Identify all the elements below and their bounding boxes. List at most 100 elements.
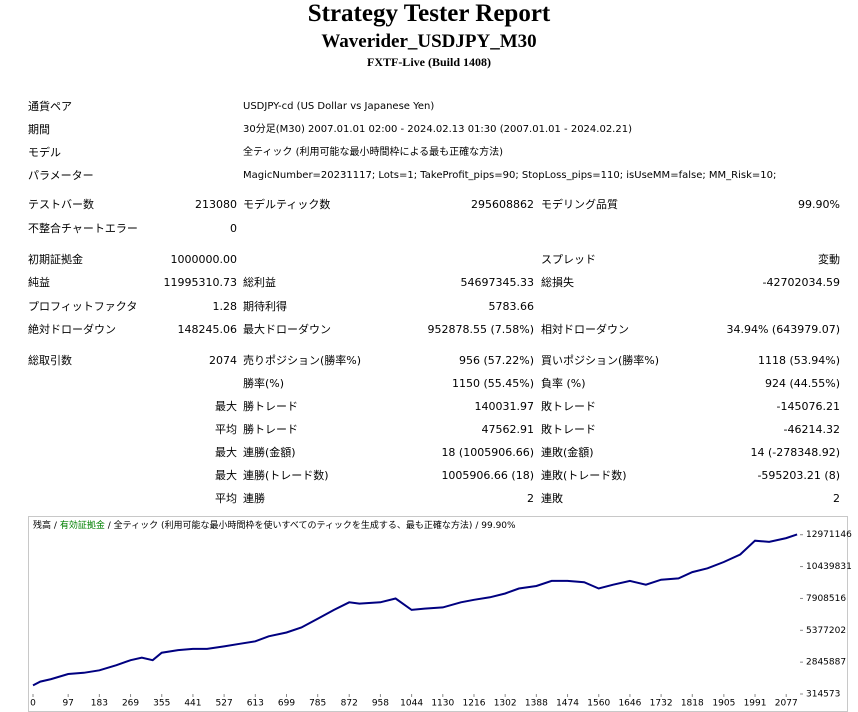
y-tick-label: 2845887 [806, 658, 846, 668]
stat-label: 初期証拠金 [28, 253, 83, 266]
stat-value: 平均 [215, 492, 237, 505]
x-tick-label: 1216 [463, 699, 486, 709]
x-tick-label: 269 [122, 699, 139, 709]
stat-value: 213080 [195, 198, 237, 211]
stat-value: -145076.21 [776, 400, 840, 413]
legend-quality: 99.90% [481, 521, 516, 531]
stat-label: 勝率(%) [243, 377, 285, 390]
stat-label: 勝トレード [243, 423, 298, 436]
stat-label: 不整合チャートエラー [28, 222, 138, 235]
stat-value: 11995310.73 [163, 276, 237, 289]
stat-label: 連勝 [243, 492, 265, 505]
legend-model: 全ティック (利用可能な最小時間枠を使いすべてのティックを生成する、最も正確な方… [114, 519, 473, 531]
x-tick-label: 1560 [587, 699, 610, 709]
stat-value: 平均 [215, 423, 237, 436]
report-title: Strategy Tester Report [307, 0, 551, 27]
stat-value: 最大 [215, 400, 237, 413]
legend-equity: 有効証拠金 [60, 519, 105, 531]
x-tick-label: 1130 [431, 699, 454, 709]
stat-label: テストバー数 [28, 198, 94, 211]
stat-value: 1000000.00 [170, 253, 237, 266]
x-tick-label: 1302 [494, 699, 517, 709]
stat-label: 総取引数 [28, 354, 72, 367]
stat-value: 1005906.66 (18) [441, 469, 534, 482]
stat-label: 相対ドローダウン [541, 323, 629, 336]
stat-value: 34.94% (643979.07) [726, 323, 840, 336]
stat-value: 2 [833, 492, 840, 505]
stat-value: -595203.21 (8) [757, 469, 840, 482]
balance-line [32, 533, 798, 687]
legend-balance: 残高 [33, 519, 51, 531]
x-tick-label: 1905 [712, 699, 735, 709]
stat-label: プロフィットファクタ [28, 300, 138, 313]
x-tick-label: 958 [372, 699, 389, 709]
stat-value: 14 (-278348.92) [750, 446, 840, 459]
x-tick-label: 613 [247, 699, 264, 709]
legend-separator: / [475, 521, 479, 531]
stat-label: 連敗(トレード数) [541, 469, 627, 482]
info-value: MagicNumber=20231117; Lots=1; TakeProfit… [243, 170, 777, 181]
stat-value: 最大 [215, 446, 237, 459]
stat-label: モデルティック数 [243, 198, 331, 211]
stat-label: 総損失 [541, 276, 574, 289]
info-value: USDJPY-cd (US Dollar vs Japanese Yen) [243, 101, 435, 112]
stat-label: 期待利得 [243, 300, 287, 313]
stat-value: 18 (1005906.66) [441, 446, 534, 459]
x-tick-label: 785 [309, 699, 326, 709]
info-label: 通貨ペア [28, 100, 72, 113]
stat-value: 952878.55 (7.58%) [427, 323, 534, 336]
stat-label: 敗トレード [541, 423, 596, 436]
stat-label: 敗トレード [541, 400, 596, 413]
x-tick-label: 1818 [681, 699, 704, 709]
stat-label: 買いポジション(勝率%) [541, 354, 660, 367]
x-tick-label: 1388 [525, 699, 548, 709]
stat-label: 連敗(金額) [541, 446, 594, 459]
y-tick-label: 12971146 [806, 530, 852, 540]
stat-value: 140031.97 [474, 400, 535, 413]
stat-label: 絶対ドローダウン [28, 323, 116, 336]
stat-value: -46214.32 [783, 423, 840, 436]
x-tick-label: 1474 [556, 699, 579, 709]
stat-value: 148245.06 [177, 323, 238, 336]
stat-label: スプレッド [541, 253, 596, 266]
stat-value: 1118 (53.94%) [757, 354, 840, 367]
stat-value: 295608862 [471, 198, 534, 211]
stat-label: 連敗 [541, 492, 563, 505]
chart-frame [28, 516, 848, 712]
info-label: 期間 [28, 123, 50, 136]
stat-label: 最大ドローダウン [243, 323, 331, 336]
stat-value: 変動 [818, 253, 840, 266]
x-tick-label: 2077 [775, 699, 798, 709]
info-value: 全ティック (利用可能な最小時間枠による最も正確な方法) [243, 147, 504, 158]
info-label: モデル [28, 146, 61, 159]
stat-value: 54697345.33 [460, 276, 534, 289]
stat-value: 924 (44.55%) [764, 377, 840, 390]
stat-label: 総利益 [243, 276, 276, 289]
y-tick-label: 314573 [806, 690, 840, 700]
y-tick-label: 7908516 [806, 594, 846, 604]
x-tick-label: 0 [30, 699, 36, 709]
legend-separator: / [54, 521, 58, 531]
stat-value: 5783.66 [488, 300, 535, 313]
x-tick-label: 527 [216, 699, 233, 709]
stat-value: 99.90% [798, 198, 840, 211]
x-tick-label: 183 [91, 699, 108, 709]
x-tick-label: 1044 [400, 699, 423, 709]
stat-label: 勝トレード [243, 400, 298, 413]
stat-label: 純益 [28, 276, 50, 289]
stat-label: 売りポジション(勝率%) [243, 354, 362, 367]
stat-value: 956 (57.22%) [458, 354, 534, 367]
info-value: 30分足(M30) 2007.01.01 02:00 - 2024.02.13 … [243, 124, 632, 135]
stat-value: 最大 [215, 469, 237, 482]
x-tick-label: 355 [153, 699, 170, 709]
stat-value: 0 [230, 222, 237, 235]
x-tick-label: 97 [62, 699, 73, 709]
legend: 残高 / 有効証拠金 / 全ティック (利用可能な最小時間枠を使いすべてのティッ… [33, 519, 516, 531]
stat-value: 47562.91 [481, 423, 535, 436]
stat-value: 1150 (55.45%) [451, 377, 534, 390]
y-tick-label: 10439831 [806, 562, 852, 572]
x-tick-label: 699 [278, 699, 295, 709]
stat-label: 負率 (%) [541, 377, 586, 390]
stat-label: モデリング品質 [541, 198, 618, 211]
